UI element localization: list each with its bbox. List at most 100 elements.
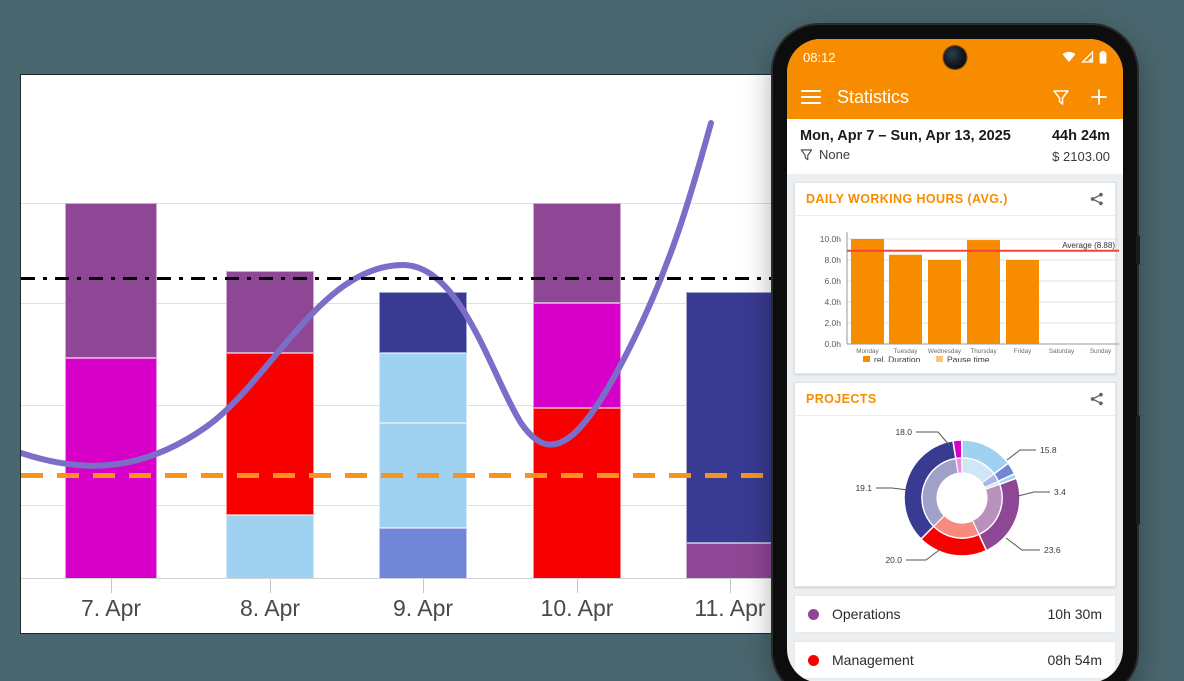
- date-range-label: Mon, Apr 7 – Sun, Apr 13, 2025: [800, 128, 1011, 144]
- bar-segment: [686, 542, 771, 580]
- project-name: Operations: [832, 606, 901, 622]
- svg-text:Saturday: Saturday: [1049, 348, 1075, 355]
- status-bar-time: 08:12: [803, 49, 836, 65]
- hamburger-menu-icon[interactable]: [801, 90, 821, 104]
- filter-funnel-icon[interactable]: [1051, 87, 1071, 107]
- color-dot-icon: [808, 654, 819, 666]
- filter-value: None: [819, 147, 851, 162]
- bar-segment: [533, 203, 621, 303]
- desktop-stacked-bar-chart: 7. Apr 8. Apr 9. Apr 10. Apr 11. Apr: [20, 74, 772, 634]
- svg-text:19.1: 19.1: [855, 483, 872, 493]
- bar-segment: [533, 408, 621, 580]
- svg-text:0.0h: 0.0h: [824, 339, 841, 349]
- axis-tick: [423, 579, 424, 593]
- card-daily-working-hours: DAILY WORKING HOURS (AVG.) 10.0h 8.0h: [794, 182, 1119, 374]
- chart-plot-area: [21, 75, 771, 580]
- gridline: [21, 203, 771, 204]
- app-bar-title: Statistics: [837, 86, 910, 107]
- summary-top-row: Mon, Apr 7 – Sun, Apr 13, 2025 44h 24m: [800, 128, 1110, 144]
- bar-segment: [226, 515, 314, 580]
- status-bar-icons: [1062, 50, 1107, 64]
- x-axis-label: 7. Apr: [80, 595, 142, 621]
- bar-segment: [226, 352, 314, 516]
- wifi-icon: [1062, 51, 1076, 62]
- x-axis-label: 9. Apr: [392, 595, 454, 621]
- threshold-line-orange: [21, 473, 771, 478]
- project-time: 10h 30m: [1047, 606, 1102, 622]
- svg-text:20.0: 20.0: [885, 555, 902, 565]
- trend-curve: [21, 120, 714, 469]
- project-name: Management: [832, 652, 914, 668]
- svg-text:Tuesday: Tuesday: [894, 348, 919, 355]
- projects-donut-chart[interactable]: 18.0 15.8 3.4 23.6 20.0 19.1: [803, 422, 1121, 575]
- svg-text:Thursday: Thursday: [970, 348, 997, 355]
- phone-screen: 08:12: [787, 39, 1123, 681]
- bar-7-apr[interactable]: [65, 203, 157, 580]
- axis-tick: [270, 579, 271, 593]
- share-icon[interactable]: [1090, 192, 1104, 206]
- svg-text:Wednesday: Wednesday: [928, 348, 962, 355]
- svg-text:23.6: 23.6: [1044, 545, 1061, 555]
- summary-header: Mon, Apr 7 – Sun, Apr 13, 2025 44h 24m N…: [787, 119, 1123, 174]
- card-body: 18.0 15.8 3.4 23.6 20.0 19.1: [795, 416, 1115, 586]
- bar-segment: [379, 352, 467, 424]
- color-dot-icon: [808, 608, 819, 620]
- bar-8-apr[interactable]: [226, 271, 314, 580]
- list-item[interactable]: Management 08h 54m: [794, 641, 1116, 679]
- svg-text:6.0h: 6.0h: [824, 276, 841, 286]
- bar-11-apr[interactable]: [686, 292, 771, 580]
- total-time-value: 44h 24m: [1051, 128, 1110, 144]
- front-camera-punch-hole: [943, 46, 967, 69]
- card-body: 10.0h 8.0h 6.0h 4.0h 2.0h 0.0h: [795, 216, 1119, 373]
- card-header: DAILY WORKING HOURS (AVG.): [795, 183, 1115, 216]
- list-item[interactable]: Operations 10h 30m: [794, 595, 1116, 633]
- bar-segment: [65, 203, 157, 358]
- svg-text:Pause time: Pause time: [947, 355, 990, 363]
- project-time: 08h 54m: [1047, 652, 1102, 668]
- svg-text:3.4: 3.4: [1054, 487, 1066, 497]
- x-axis-label: 11. Apr: [694, 595, 766, 621]
- card-header: PROJECTS: [795, 383, 1115, 416]
- axis-tick: [111, 579, 112, 593]
- x-axis-label: 8. Apr: [239, 595, 301, 621]
- filter-funnel-icon: [800, 149, 813, 161]
- svg-text:10.0h: 10.0h: [820, 234, 842, 244]
- plus-icon[interactable]: [1089, 87, 1109, 107]
- axis-tick: [577, 579, 578, 593]
- svg-text:8.0h: 8.0h: [824, 255, 841, 265]
- chart-x-axis: 7. Apr 8. Apr 9. Apr 10. Apr 11. Apr: [21, 578, 771, 633]
- phone-side-button[interactable]: [1136, 235, 1140, 265]
- phone-mockup: 08:12: [773, 25, 1140, 681]
- svg-text:rel. Duration: rel. Duration: [874, 355, 921, 363]
- card-projects: PROJECTS: [794, 382, 1116, 587]
- bar-segment: [379, 528, 467, 580]
- bar-segment: [226, 271, 314, 353]
- bar-segment: [379, 292, 467, 353]
- svg-text:Monday: Monday: [856, 348, 879, 355]
- svg-text:18.0: 18.0: [895, 427, 912, 437]
- bar-segment: [65, 357, 157, 580]
- bar-segment: [686, 292, 771, 543]
- svg-text:Sunday: Sunday: [1090, 348, 1112, 355]
- app-bar: Statistics: [787, 75, 1123, 119]
- svg-text:15.8: 15.8: [1040, 445, 1057, 455]
- summary-bottom-row: None $ 2103.00: [800, 147, 1110, 164]
- axis-tick: [730, 579, 731, 593]
- card-title: PROJECTS: [806, 392, 877, 406]
- x-axis-label: 10. Apr: [540, 595, 614, 621]
- total-amount-value: $ 2103.00: [1052, 149, 1110, 164]
- cellular-signal-icon: [1081, 51, 1094, 63]
- status-bar: 08:12: [787, 39, 1123, 75]
- card-title: DAILY WORKING HOURS (AVG.): [806, 192, 1008, 206]
- bar-10-apr[interactable]: [533, 203, 621, 580]
- svg-text:2.0h: 2.0h: [824, 318, 841, 328]
- svg-text:Friday: Friday: [1014, 348, 1032, 355]
- share-icon[interactable]: [1090, 392, 1104, 406]
- phone-volume-button[interactable]: [1136, 415, 1140, 525]
- svg-text:Average (8.88): Average (8.88): [1062, 241, 1115, 250]
- battery-icon: [1099, 50, 1107, 64]
- filter-status[interactable]: None: [800, 147, 850, 162]
- svg-text:4.0h: 4.0h: [824, 297, 841, 307]
- daily-hours-bar-chart[interactable]: 10.0h 8.0h 6.0h 4.0h 2.0h 0.0h: [803, 222, 1121, 365]
